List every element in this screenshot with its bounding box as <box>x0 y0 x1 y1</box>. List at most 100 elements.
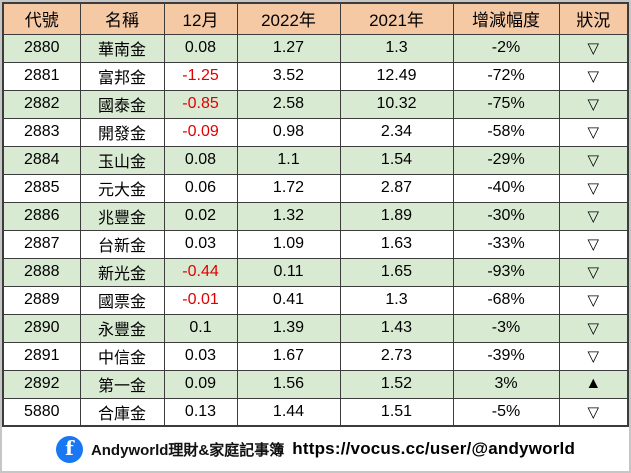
cell-y2022: 0.41 <box>236 285 341 315</box>
cell-name: 富邦金 <box>79 61 165 91</box>
cell-dec: 0.03 <box>163 229 238 259</box>
cell-dec: -0.85 <box>163 89 238 119</box>
cell-y2021: 1.65 <box>339 257 454 287</box>
cell-name: 華南金 <box>79 33 165 63</box>
cell-status: ▽ <box>558 33 629 63</box>
cell-name: 中信金 <box>79 341 165 371</box>
cell-y2022: 2.58 <box>236 89 341 119</box>
cell-status: ▽ <box>558 201 629 231</box>
cell-code: 2885 <box>2 173 81 203</box>
cell-change: -40% <box>452 173 560 203</box>
cell-y2022: 0.11 <box>236 257 341 287</box>
table-body: 2880 華南金 0.08 1.27 1.3 -2% ▽ 2881 富邦金 -1.25 3.52 12… <box>2 33 629 427</box>
cell-y2021: 1.54 <box>339 145 454 175</box>
cell-name: 第一金 <box>79 369 165 399</box>
footer-bar: f Andyworld理財&家庭記事簿 https://vocus.cc/use… <box>2 427 629 471</box>
cell-code: 2889 <box>2 285 81 315</box>
cell-y2021: 1.51 <box>339 397 454 427</box>
col-header-status: 狀況 <box>558 2 629 35</box>
cell-dec: -0.44 <box>163 257 238 287</box>
cell-dec: 0.09 <box>163 369 238 399</box>
col-header-y2021: 2021年 <box>339 2 454 35</box>
table-row: 2892 第一金 0.09 1.56 1.52 3% ▲ <box>2 369 629 399</box>
cell-y2022: 3.52 <box>236 61 341 91</box>
footer-url[interactable]: https://vocus.cc/user/@andyworld <box>292 439 576 458</box>
cell-name: 國票金 <box>79 285 165 315</box>
cell-code: 2882 <box>2 89 81 119</box>
cell-status: ▽ <box>558 89 629 119</box>
cell-code: 2883 <box>2 117 81 147</box>
cell-name: 合庫金 <box>79 397 165 427</box>
cell-change: -75% <box>452 89 560 119</box>
cell-status: ▽ <box>558 229 629 259</box>
header-row: 代號 名稱 12月 2022年 2021年 增減幅度 狀況 <box>2 2 629 35</box>
table-row: 2880 華南金 0.08 1.27 1.3 -2% ▽ <box>2 33 629 63</box>
cell-change: -39% <box>452 341 560 371</box>
col-header-change: 增減幅度 <box>452 2 560 35</box>
cell-dec: 0.13 <box>163 397 238 427</box>
table-row: 2889 國票金 -0.01 0.41 1.3 -68% ▽ <box>2 285 629 315</box>
cell-code: 2891 <box>2 341 81 371</box>
cell-dec: 0.08 <box>163 145 238 175</box>
cell-dec: 0.02 <box>163 201 238 231</box>
cell-change: -58% <box>452 117 560 147</box>
cell-y2021: 10.32 <box>339 89 454 119</box>
cell-change: -72% <box>452 61 560 91</box>
facebook-icon: f <box>55 435 83 463</box>
cell-y2022: 1.56 <box>236 369 341 399</box>
cell-code: 2881 <box>2 61 81 91</box>
cell-status: ▽ <box>558 117 629 147</box>
footer-brand-text: Andyworld理財&家庭記事簿 <box>90 441 285 459</box>
cell-y2021: 2.87 <box>339 173 454 203</box>
cell-code: 2888 <box>2 257 81 287</box>
table-row: 2888 新光金 -0.44 0.11 1.65 -93% ▽ <box>2 257 629 287</box>
cell-change: -29% <box>452 145 560 175</box>
cell-code: 2890 <box>2 313 81 343</box>
cell-name: 台新金 <box>79 229 165 259</box>
cell-status: ▽ <box>558 341 629 371</box>
cell-dec: -0.01 <box>163 285 238 315</box>
cell-y2021: 12.49 <box>339 61 454 91</box>
cell-y2022: 1.27 <box>236 33 341 63</box>
cell-change: -2% <box>452 33 560 63</box>
table-row: 5880 合庫金 0.13 1.44 1.51 -5% ▽ <box>2 397 629 427</box>
cell-code: 2880 <box>2 33 81 63</box>
cell-code: 2887 <box>2 229 81 259</box>
cell-name: 元大金 <box>79 173 165 203</box>
cell-status: ▽ <box>558 313 629 343</box>
cell-code: 2892 <box>2 369 81 399</box>
cell-change: -68% <box>452 285 560 315</box>
cell-y2021: 1.52 <box>339 369 454 399</box>
cell-dec: 0.08 <box>163 33 238 63</box>
cell-y2022: 1.72 <box>236 173 341 203</box>
cell-y2021: 1.63 <box>339 229 454 259</box>
table-header: 代號 名稱 12月 2022年 2021年 增減幅度 狀況 <box>2 2 629 35</box>
cell-y2022: 1.1 <box>236 145 341 175</box>
cell-y2021: 1.43 <box>339 313 454 343</box>
table-row: 2882 國泰金 -0.85 2.58 10.32 -75% ▽ <box>2 89 629 119</box>
cell-y2021: 1.3 <box>339 285 454 315</box>
table-row: 2886 兆豐金 0.02 1.32 1.89 -30% ▽ <box>2 201 629 231</box>
table-row: 2881 富邦金 -1.25 3.52 12.49 -72% ▽ <box>2 61 629 91</box>
cell-y2022: 1.09 <box>236 229 341 259</box>
cell-name: 玉山金 <box>79 145 165 175</box>
cell-change: -5% <box>452 397 560 427</box>
cell-name: 開發金 <box>79 117 165 147</box>
table-row: 2885 元大金 0.06 1.72 2.87 -40% ▽ <box>2 173 629 203</box>
cell-y2021: 1.89 <box>339 201 454 231</box>
cell-status: ▽ <box>558 257 629 287</box>
cell-dec: 0.03 <box>163 341 238 371</box>
table-row: 2887 台新金 0.03 1.09 1.63 -33% ▽ <box>2 229 629 259</box>
cell-dec: 0.1 <box>163 313 238 343</box>
cell-dec: 0.06 <box>163 173 238 203</box>
cell-change: 3% <box>452 369 560 399</box>
cell-dec: -1.25 <box>163 61 238 91</box>
cell-name: 永豐金 <box>79 313 165 343</box>
cell-name: 國泰金 <box>79 89 165 119</box>
cell-status: ▽ <box>558 173 629 203</box>
cell-y2022: 1.32 <box>236 201 341 231</box>
cell-code: 2886 <box>2 201 81 231</box>
cell-y2021: 1.3 <box>339 33 454 63</box>
cell-status: ▽ <box>558 285 629 315</box>
